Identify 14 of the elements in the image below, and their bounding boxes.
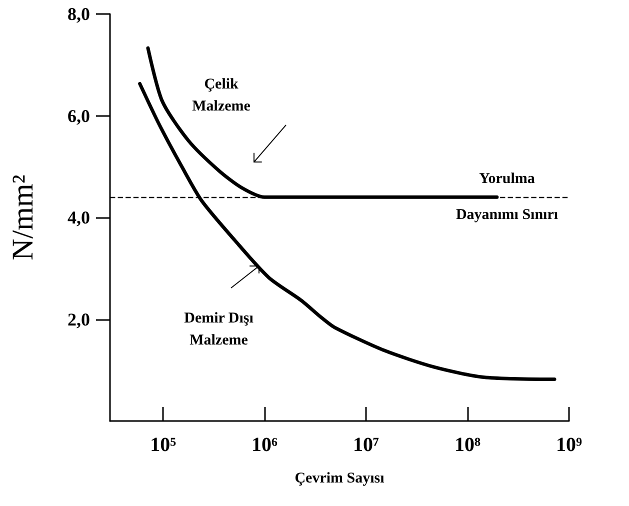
x-tick-label: 10⁶ — [252, 434, 278, 456]
y-tick-label: 8,0 — [68, 4, 90, 24]
y-tick-label: 6,0 — [68, 106, 90, 126]
y-tick-label: 2,0 — [68, 309, 90, 330]
text: Yorulma Dayanımı Sınırı — [456, 171, 558, 224]
x-tick-label: 10⁷ — [353, 434, 380, 456]
y-axis-title: N/mm² — [6, 174, 40, 260]
series-label: Çelik Malzeme — [192, 76, 251, 114]
text: Demir Dışı Malzeme — [184, 310, 254, 349]
y-tick-label: 4,0 — [68, 208, 90, 228]
x-tick-label: 10⁸ — [454, 434, 481, 456]
x-tick-label: 10⁵ — [150, 434, 176, 456]
x-axis-title: Çevrim Sayısı — [294, 470, 384, 486]
x-tick-label: 10⁹ — [556, 434, 582, 456]
